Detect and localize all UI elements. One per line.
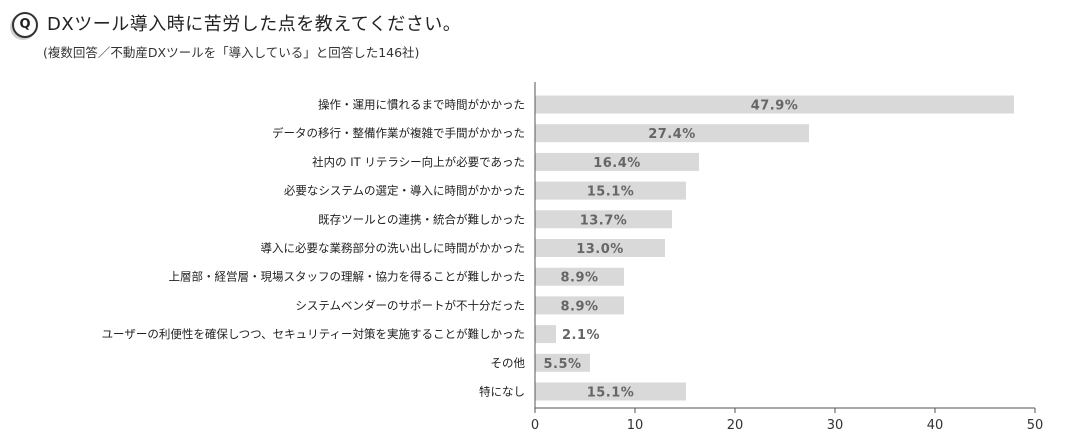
x-tick-label: 50 — [1027, 418, 1044, 433]
question-badge: Q — [12, 12, 38, 38]
value-label: 8.9% — [560, 299, 598, 314]
bar — [535, 181, 686, 200]
bar — [535, 95, 1014, 114]
question-title: DXツール導入時に苦労した点を教えてください。 — [47, 14, 462, 35]
category-label: データの移行・整備作業が複雑で手間がかかった — [272, 126, 525, 140]
category-label: 社内の IT リテラシー向上が必要であった — [312, 155, 525, 169]
value-label: 15.1% — [587, 185, 635, 200]
x-tick-label: 0 — [531, 418, 539, 433]
x-tick-label: 40 — [927, 418, 944, 433]
category-label: その他 — [491, 356, 526, 370]
bar — [535, 296, 624, 315]
category-label: 特になし — [479, 385, 525, 399]
category-label: 既存ツールとの連携・統合が難しかった — [318, 212, 525, 226]
x-tick-label: 20 — [727, 418, 744, 433]
value-label: 13.7% — [580, 213, 628, 228]
bar — [535, 239, 665, 257]
category-label: ユーザーの利便性を確保しつつ、セキュリティー対策を実施することが難しかった — [102, 327, 525, 341]
bar — [535, 267, 624, 286]
category-label: 必要なシステムの選定・導入に時間がかかった — [284, 184, 525, 198]
category-label: 操作・運用に慣れるまで時間がかかった — [318, 98, 525, 112]
x-tick-label: 30 — [827, 418, 844, 433]
value-label: 2.1% — [562, 328, 600, 343]
bar — [535, 210, 672, 229]
x-tick-label: 10 — [627, 418, 644, 433]
value-label: 13.0% — [576, 242, 624, 257]
bar — [535, 124, 809, 143]
value-label: 8.9% — [560, 271, 598, 286]
value-label: 47.9% — [751, 99, 799, 114]
category-label: システムベンダーのサポートが不十分だった — [295, 298, 525, 312]
bar — [535, 325, 556, 344]
bar — [535, 382, 686, 401]
value-label: 16.4% — [593, 156, 641, 171]
category-label: 導入に必要な業務部分の洗い出しに時間がかかった — [261, 241, 526, 255]
value-label: 27.4% — [648, 127, 696, 142]
question-subtitle: (複数回答／不動産DXツールを「導入している」と回答した146社) — [43, 45, 420, 60]
bar — [535, 152, 699, 171]
value-label: 15.1% — [587, 386, 635, 401]
category-label: 上層部・経営層・現場スタッフの理解・協力を得ることが難しかった — [169, 270, 526, 284]
bar — [535, 353, 590, 372]
value-label: 5.5% — [543, 357, 581, 372]
